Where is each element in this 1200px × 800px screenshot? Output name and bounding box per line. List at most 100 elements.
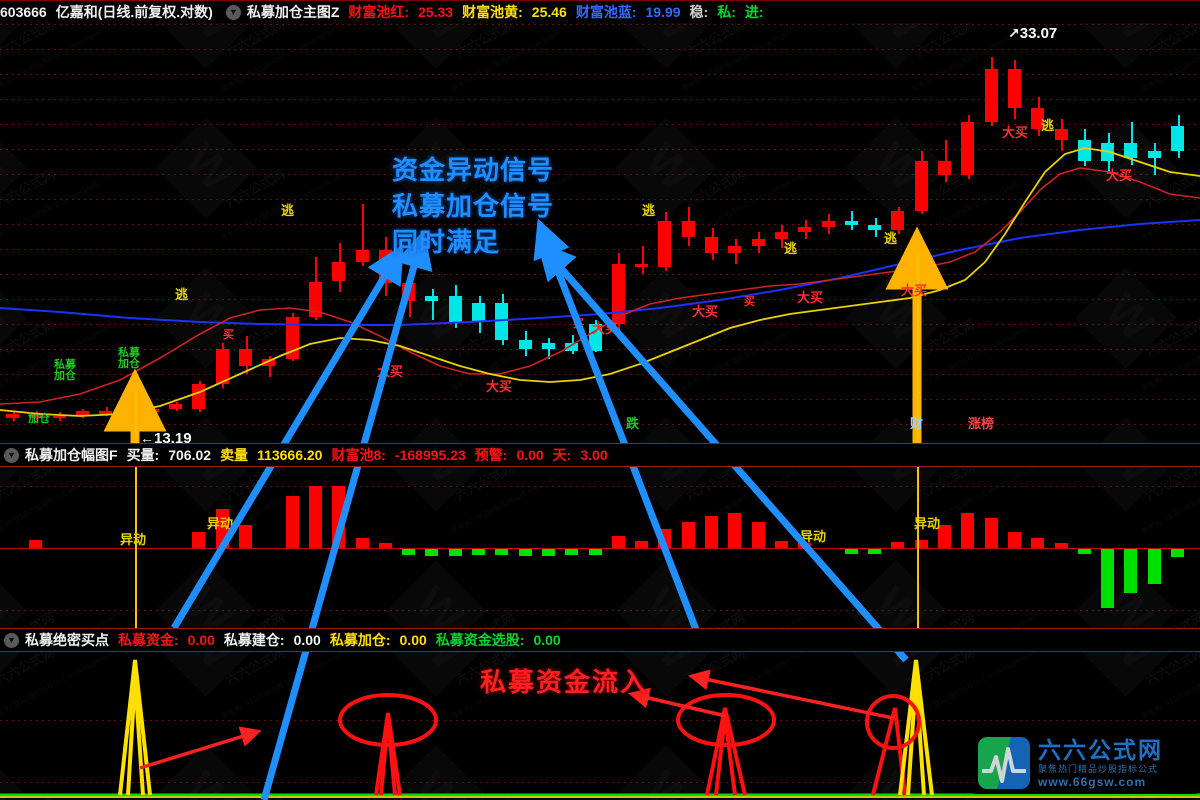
fund-flow-bar — [1054, 543, 1068, 548]
fund-flow-bar — [355, 537, 369, 548]
fund-flow-bar — [378, 543, 392, 548]
candle-body — [635, 263, 649, 268]
warning-value: 0.00 — [516, 447, 544, 463]
fund-flow-bar — [308, 486, 322, 548]
candle-body — [751, 239, 765, 247]
chevron-down-icon-fund[interactable]: ▼ — [4, 632, 19, 648]
tag-big-buy-2: 大买 — [486, 379, 513, 394]
watermark-subtext: 聚焦热门精品炒股指标公式 www.66gsw.com — [1140, 22, 1200, 93]
fund-flow-bar — [239, 525, 252, 548]
annotation-line-2: 私募加仓信号 — [392, 191, 555, 221]
watermark-mark: W — [866, 22, 933, 51]
watermark-text: 六六公式网 — [0, 650, 58, 689]
watermark-subtext: 聚焦热门精品炒股指标公式 www.66gsw.com — [0, 465, 116, 536]
grid-line — [0, 199, 1200, 200]
watermark-diamond — [155, 465, 257, 512]
candle-body — [99, 410, 113, 415]
fund-flow-bar — [495, 549, 509, 555]
fund-select-label: 私募资金选股: — [435, 632, 525, 648]
watermark-text: 六六公式网 — [682, 22, 748, 61]
candle-body — [728, 246, 742, 254]
watermark-mark: W — [0, 433, 13, 443]
fund-flow-bar — [705, 516, 718, 548]
logo-title: 六六公式网 — [1038, 736, 1163, 763]
chevron-down-icon-volume[interactable]: ▼ — [4, 447, 19, 463]
fund-flow-bar — [1007, 532, 1021, 548]
watermark-text: 六六公式网 — [0, 792, 58, 800]
watermark-text: 六六公式网 — [0, 166, 58, 211]
sell-volume-value: 113666.20 — [257, 447, 323, 463]
fund-capital-label: 私募资金: — [118, 632, 179, 648]
candle-body — [495, 302, 509, 340]
watermark-subtext: 聚焦热门精品炒股指标公式 www.66gsw.com — [1140, 650, 1200, 721]
tag-big-buy-6: 大买 — [901, 283, 928, 298]
watermark-text: 六六公式网 — [681, 607, 747, 628]
field-wealth-yellow-label: 财富池黄: — [462, 4, 523, 20]
indicator-name: 私募加仓主图Z — [246, 4, 340, 20]
candle-body — [1031, 108, 1045, 130]
watermark-subtext: 聚焦热门精品炒股指标公式 www.66gsw.com — [910, 322, 1036, 393]
watermark-text: 六六公式网 — [1142, 465, 1200, 504]
fund-flow-bar — [285, 495, 299, 548]
tag-escape-4: 逃 — [784, 241, 798, 256]
watermark-diamond — [0, 560, 27, 628]
fund-capital-value: 0.00 — [187, 632, 215, 648]
watermark-subtext: 聚焦热门精品炒股指标公式 www.66gsw.com — [0, 22, 116, 93]
field-stable-label: 稳: — [689, 4, 709, 20]
watermark-diamond — [385, 465, 487, 512]
watermark-subtext: 聚焦热门精品炒股指标公式 www.66gsw.com — [450, 465, 576, 536]
fund-indicator-name: 私募绝密买点 — [25, 632, 109, 648]
watermark-diamond — [615, 560, 717, 628]
watermark-mark: W — [0, 761, 14, 800]
watermark-text: 六六公式网 — [1142, 650, 1200, 689]
logo-url: www.66gsw.com — [1038, 774, 1147, 789]
watermark-text: 六六公式网 — [1142, 22, 1200, 61]
fund-flow-bar — [891, 542, 905, 548]
watermark-diamond — [615, 465, 717, 512]
candle-body — [448, 295, 462, 323]
watermark-subtext: 聚焦热门精品炒股指标公式 www.66gsw.com — [0, 613, 116, 628]
watermark-mark: W — [405, 576, 474, 628]
logo-tagline: 聚焦热门精品炒股指标公式 — [1038, 763, 1159, 774]
candle-body — [518, 339, 532, 349]
fund-flow-bar — [192, 532, 206, 548]
candle-wick — [548, 338, 551, 360]
field-private-label: 私: — [717, 4, 736, 20]
watermark-diamond — [0, 117, 27, 219]
tag-escape-1: 逃 — [175, 287, 189, 302]
fund-flow-bar — [1031, 537, 1045, 548]
fund-flow-bar — [751, 521, 765, 548]
fund-add-label: 私募加仓: — [329, 632, 391, 648]
watermark-diamond — [385, 22, 487, 69]
watermark-mark: W — [1095, 283, 1164, 351]
watermark-subtext: 聚焦热门精品炒股指标公式 www.66gsw.com — [680, 465, 806, 536]
candle-body — [425, 295, 439, 301]
grid-line — [0, 249, 1200, 250]
watermark-mark: W — [406, 465, 473, 494]
watermark-diamond — [385, 417, 487, 443]
watermark-mark: W — [0, 465, 13, 494]
tag-buy-small-1: 买 — [223, 329, 234, 341]
candle-body — [984, 69, 998, 123]
tag-abnormal-4: 异动 — [914, 516, 941, 531]
watermark-mark: W — [176, 650, 243, 679]
watermark-subtext: 聚焦热门精品炒股指标公式 www.66gsw.com — [220, 22, 346, 93]
chevron-down-icon[interactable]: ▼ — [225, 4, 241, 20]
tag-add-position-2: 私募 加仓 — [118, 347, 140, 370]
grid-line — [0, 720, 1200, 721]
watermark-subtext: 聚焦热门精品炒股指标公式 www.66gsw.com — [910, 613, 1036, 628]
watermark-text: 六六公式网 — [222, 650, 288, 689]
ma-blue-line — [0, 219, 1200, 326]
watermark-subtext: 聚焦热门精品炒股指标公式 www.66gsw.com — [680, 650, 806, 721]
stock-code: 603666 — [0, 4, 47, 20]
buy-volume-value: 706.02 — [168, 447, 212, 463]
watermark-diamond — [155, 560, 257, 628]
grid-line — [0, 610, 1200, 611]
watermark-diamond — [845, 117, 947, 219]
fund-panel-header: ▼ 私募绝密买点 私募资金: 0.00 私募建仓: 0.00 私募加仓: 0.0… — [0, 628, 1200, 652]
watermark-text: 六六公式网 — [1142, 166, 1200, 211]
annotation-line-1: 资金异动信号 — [392, 155, 555, 185]
watermark-text: 六六公式网 — [682, 650, 748, 689]
